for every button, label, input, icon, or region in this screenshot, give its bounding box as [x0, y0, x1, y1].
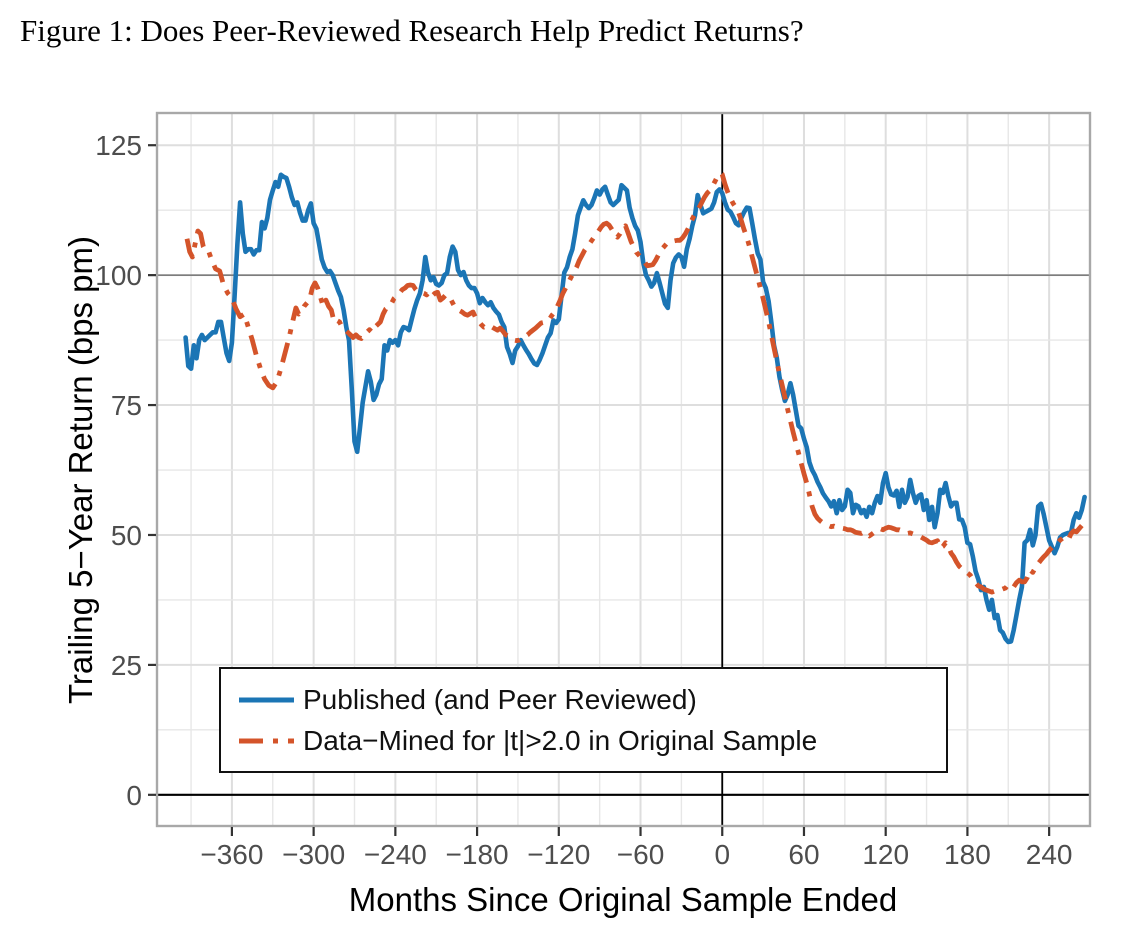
- legend-item-published: Published (and Peer Reviewed): [239, 684, 946, 716]
- legend-label-data-mined: Data−Mined for |t|>2.0 in Original Sampl…: [303, 724, 818, 756]
- data-mined-line-swatch-icon: [239, 738, 294, 743]
- y-tick-label: 75: [111, 390, 142, 421]
- x-tick-label: −60: [617, 839, 665, 870]
- x-tick-label: −240: [364, 839, 427, 870]
- legend-label-published: Published (and Peer Reviewed): [303, 683, 697, 715]
- x-tick-label: −120: [527, 839, 590, 870]
- published-line-swatch-icon: [239, 697, 294, 702]
- published-series-line: [183, 172, 1087, 645]
- y-tick-label: 50: [111, 520, 142, 551]
- x-tick-label: −180: [446, 839, 509, 870]
- data-mined-series-line: [184, 170, 1084, 595]
- x-axis-title: Months Since Original Sample Ended: [348, 881, 898, 918]
- x-tick-label: 60: [788, 839, 819, 870]
- x-tick-label: 240: [1026, 839, 1073, 870]
- legend-item-data-mined: Data−Mined for |t|>2.0 in Original Sampl…: [239, 725, 946, 757]
- y-tick-label: 125: [95, 130, 142, 161]
- figure-title: Figure 1: Does Peer-Reviewed Research He…: [20, 13, 804, 48]
- x-tick-label: −360: [200, 839, 263, 870]
- y-tick-label: 25: [111, 650, 142, 681]
- y-tick-label: 0: [126, 780, 142, 811]
- legend: Published (and Peer Reviewed) Data−Mined…: [219, 667, 948, 773]
- x-tick-label: 180: [944, 839, 991, 870]
- y-tick-label: 100: [95, 260, 142, 291]
- plot-border: [155, 111, 1092, 828]
- x-tick-label: −300: [282, 839, 345, 870]
- x-tick-label: 120: [862, 839, 909, 870]
- x-tick-label: 0: [714, 839, 730, 870]
- y-axis-title: Trailing 5−Year Return (bps pm): [62, 235, 99, 705]
